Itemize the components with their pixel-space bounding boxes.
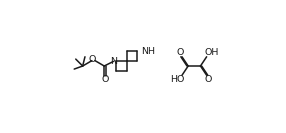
Text: O: O	[177, 48, 184, 57]
Text: O: O	[88, 55, 96, 64]
Text: NH: NH	[141, 47, 155, 56]
Text: OH: OH	[204, 48, 219, 57]
Text: HO: HO	[170, 75, 184, 84]
Text: O: O	[101, 75, 109, 84]
Text: N: N	[110, 57, 117, 66]
Text: O: O	[204, 75, 212, 84]
